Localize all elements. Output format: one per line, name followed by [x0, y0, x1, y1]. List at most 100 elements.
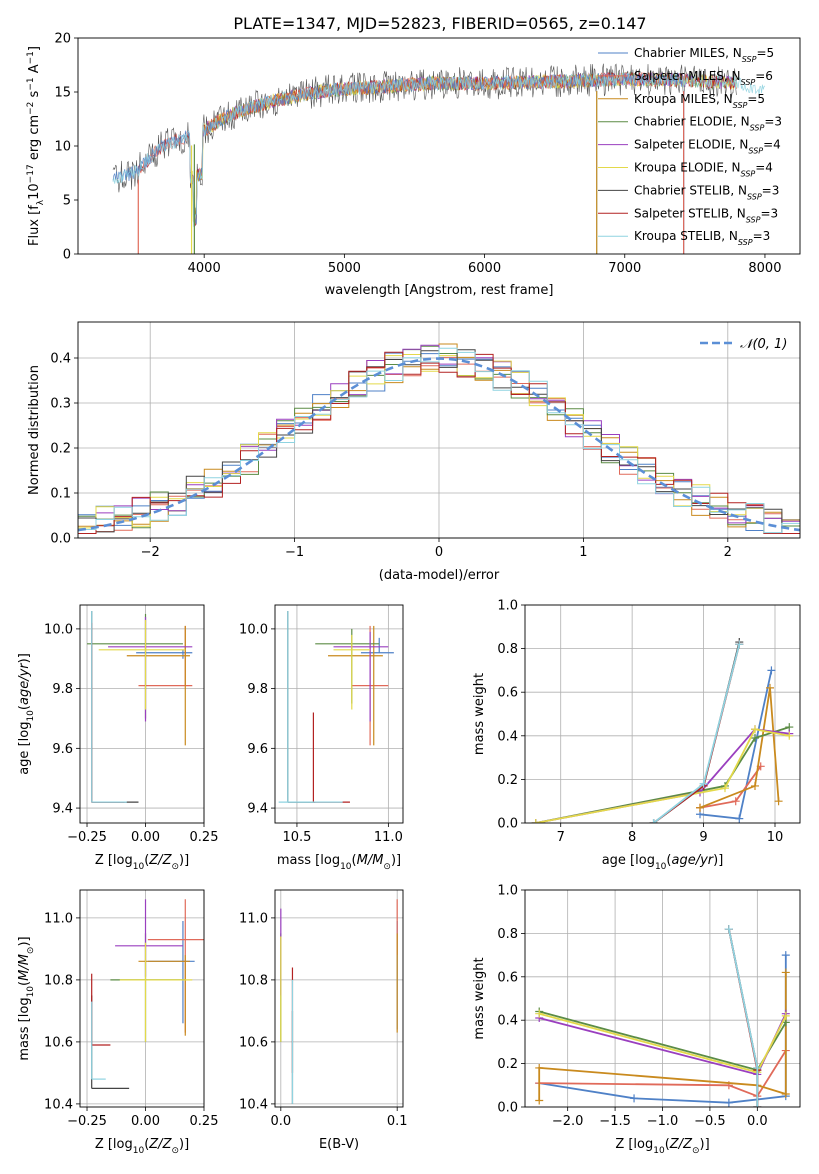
x-axis-label: age [log10(age/yr)]: [602, 853, 724, 872]
label-part: (: [665, 1137, 670, 1152]
y-tick-label: 0.3: [50, 397, 71, 412]
normal-legend-label: 𝒩(0, 1): [740, 337, 787, 352]
mass-weight-line-3: [535, 726, 790, 823]
histogram-8: [78, 347, 800, 538]
y-tick-label: 9.6: [52, 742, 73, 757]
label-part: )]: [391, 853, 401, 868]
mass-weight-line-2: [699, 687, 780, 809]
plot-area: [112, 63, 766, 254]
mass-weight-marker: [735, 814, 744, 823]
mass-weight-line-8: [728, 928, 759, 1107]
legend-suffix: =6: [755, 69, 773, 83]
label-part: )]: [17, 653, 32, 663]
mass-weight-marker: [630, 1094, 639, 1103]
legend-suffix: =3: [760, 206, 778, 220]
y-tick-label: 0.0: [50, 532, 71, 547]
normal-curve: [78, 357, 800, 532]
y-tick-label: 11.0: [44, 911, 73, 926]
mass-weight-marker: [781, 968, 790, 977]
mass-weight-marker: [753, 1103, 762, 1107]
label-part: λ: [36, 199, 46, 205]
x-tick-label: −2.0: [552, 1114, 584, 1129]
label-part: Z [log: [95, 853, 133, 868]
y-tick-label: 10: [54, 140, 71, 155]
label-part: erg cm: [27, 115, 42, 164]
mass-weight-marker: [781, 1089, 790, 1098]
x-axis-label: Z [log10(Z/Z⊙)]: [615, 1137, 709, 1156]
plot-frame: [524, 889, 801, 1108]
x-tick-label: −0.25: [67, 830, 107, 845]
legend-entry: Chabrier STELIB, NSSP=3: [634, 183, 779, 201]
x-tick-label: 0.1: [387, 1114, 408, 1129]
y-tick-label: 9.4: [52, 802, 73, 817]
errorbar-axes: 0.0 0.1 10.4 10.6 10.8 11.0: [239, 890, 408, 1129]
x-axis-label: Z [log10(Z/Z⊙)]: [95, 853, 189, 872]
label-part: −17: [26, 164, 36, 183]
mass-weight-marker: [535, 1096, 544, 1105]
label-part: −1: [26, 51, 36, 64]
legend-sub: SSP: [741, 77, 756, 86]
legend-sub: SSP: [747, 192, 762, 201]
legend-sub: SSP: [741, 169, 756, 178]
legend-sub: SSP: [750, 123, 765, 132]
mass-weight-marker: [766, 683, 774, 692]
label-part: ⊙: [171, 1146, 179, 1156]
label-part: s: [27, 90, 42, 101]
legend-entry: Salpeter STELIB, NSSP=3: [634, 206, 778, 224]
mass-weight-marker: [767, 666, 776, 675]
label-part: age [log: [602, 853, 655, 868]
y-tick-label: 20: [54, 32, 71, 47]
plot-area: [278, 610, 394, 803]
x-tick-label: 6000: [468, 261, 501, 276]
x-tick-label: 0.25: [190, 830, 219, 845]
legend-entry: Salpeter ELODIE, NSSP=4: [634, 138, 781, 156]
legend-entry: Salpeter MILES, NSSP=6: [634, 69, 773, 87]
x-tick-label: 7000: [608, 261, 641, 276]
y-tick-label: 0.0: [497, 817, 518, 832]
label-part: Z/Z: [669, 1137, 693, 1152]
mass-weight-marker: [649, 819, 658, 823]
label-part: ]: [27, 46, 42, 51]
label-part: 10: [27, 183, 42, 200]
x-tick-label: 0.25: [190, 1114, 219, 1129]
x-tick-label: −1.0: [647, 1114, 679, 1129]
label-part: mass [log: [17, 997, 32, 1060]
mass-weight-marker: [781, 951, 790, 960]
legend-sub: SSP: [748, 146, 763, 155]
label-part: ⊙: [171, 862, 179, 872]
mass-weight-marker: [724, 925, 733, 934]
label-part: Z/Z: [148, 853, 172, 868]
y-tick-label: 5: [63, 194, 71, 209]
y-tick-label: 9.4: [247, 802, 268, 817]
y-tick-label: 0.6: [497, 970, 518, 985]
x-tick-label: −0.5: [694, 1114, 726, 1129]
x-tick-label: 1: [579, 545, 587, 560]
label-part: ⊙: [383, 862, 391, 872]
y-tick-label: 0.0: [497, 1101, 518, 1116]
y-axis-label: mass weight: [472, 957, 487, 1039]
label-part: 10: [653, 1146, 665, 1156]
legend-suffix: =5: [756, 46, 774, 60]
errorbar-axes: −0.25 0.00 0.25 9.4 9.6 9.8 10.0: [44, 605, 218, 845]
histogram-axes: −2 −1 0 1 2 0.0 0.1 0.2 0.3 0.4: [50, 322, 800, 560]
mass-weight-marker: [785, 731, 794, 740]
y-tick-label: 10.4: [44, 1097, 73, 1112]
label-part: )]: [179, 1137, 189, 1152]
y-tick-label: 10.4: [239, 1097, 268, 1112]
x-axis-label: mass [log10(M/M⊙)]: [277, 853, 401, 872]
y-tick-label: 15: [54, 86, 71, 101]
plot-area: [91, 899, 204, 1090]
y-tick-label: 10.0: [44, 622, 73, 637]
x-tick-label: 7: [557, 830, 565, 845]
legend-suffix: =4: [755, 161, 773, 175]
plot-frame: [77, 37, 801, 255]
y-tick-label: 9.8: [52, 682, 73, 697]
x-tick-label: 11.0: [374, 830, 403, 845]
label-part: age [log: [17, 722, 32, 775]
x-tick-label: −0.25: [67, 1114, 107, 1129]
plot-frame: [79, 604, 205, 824]
y-tick-label: 0.1: [50, 487, 71, 502]
plot-area: [531, 638, 794, 823]
x-axis-label: (data-model)/error: [379, 568, 500, 583]
label-part: age/yr: [671, 853, 714, 868]
